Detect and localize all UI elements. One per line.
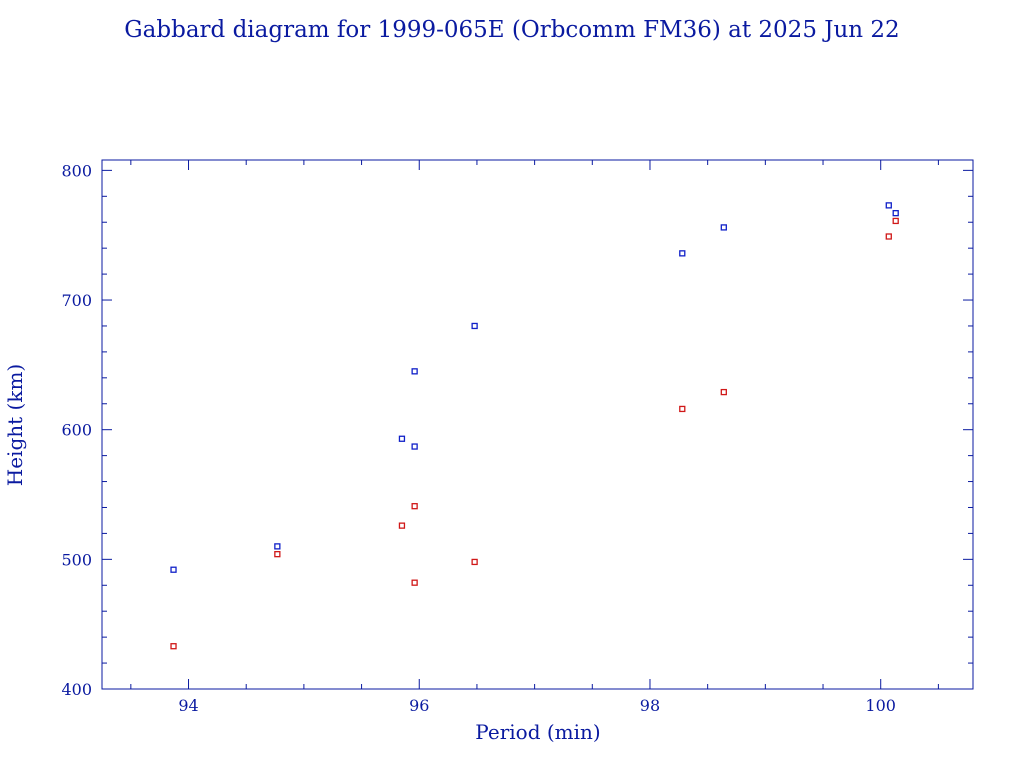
plot-frame — [101, 159, 974, 690]
y-tick-label: 800 — [61, 161, 92, 180]
apogee-point — [274, 543, 281, 550]
perigee-point — [411, 503, 418, 510]
y-tick-label: 500 — [61, 550, 92, 569]
perigee-point — [679, 405, 686, 413]
x-tick-label: 100 — [865, 696, 896, 715]
axis-ticks — [102, 160, 973, 690]
perigee-point — [274, 551, 281, 558]
y-tick-label: 700 — [61, 291, 92, 310]
axis-tick-labels: 94 96 98 100 400 500 600 700 800 — [61, 161, 896, 715]
perigee-point — [411, 579, 418, 586]
y-tick-label: 400 — [61, 680, 92, 699]
apogee-point — [398, 435, 406, 442]
perigee-point — [892, 217, 899, 225]
apogee-point — [411, 443, 418, 450]
y-tick-label: 600 — [61, 421, 92, 440]
x-axis-label: Period (min) — [475, 720, 600, 744]
x-tick-label: 96 — [409, 696, 429, 715]
x-tick-label: 98 — [640, 696, 660, 715]
perigee-point — [885, 233, 892, 240]
perigee-point — [170, 643, 177, 650]
data-points — [170, 202, 899, 650]
perigee-point — [398, 522, 406, 529]
apogee-point — [720, 224, 727, 231]
apogee-point — [679, 250, 686, 257]
apogee-point — [170, 566, 177, 573]
apogee-point — [892, 210, 899, 217]
y-axis-label: Height (km) — [3, 364, 27, 486]
perigee-point — [471, 558, 478, 566]
apogee-point — [471, 322, 478, 330]
apogee-point — [885, 202, 892, 209]
apogee-point — [411, 368, 418, 375]
perigee-point — [720, 388, 727, 396]
x-tick-label: 94 — [178, 696, 198, 715]
chart-title: Gabbard diagram for 1999-065E (Orbcomm F… — [124, 17, 899, 43]
